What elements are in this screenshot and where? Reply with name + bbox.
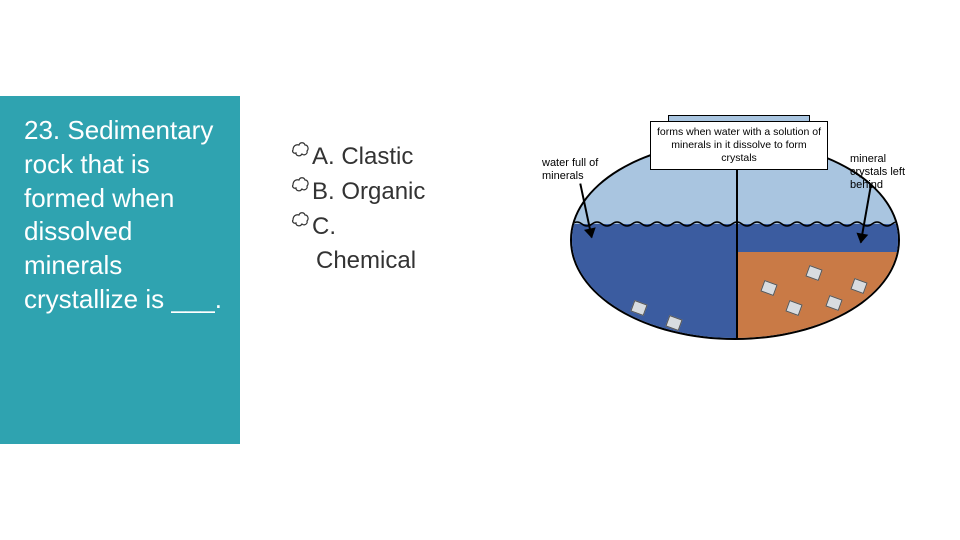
water-left [572, 224, 737, 340]
option-b-label: B. Organic [312, 175, 425, 210]
divider-line [736, 142, 738, 340]
caption-top: forms when water with a solution of mine… [650, 121, 828, 170]
question-sidebar: 23. Sedimentary rock that is formed when… [0, 96, 240, 444]
question-text: 23. Sedimentary rock that is formed when… [24, 114, 224, 317]
option-a-label: A. Clastic [312, 140, 413, 175]
option-c-label: C. [312, 210, 336, 245]
label-left: water full of minerals [542, 157, 616, 183]
diagram: forms when water with a solution of mine… [550, 125, 920, 345]
water-right [737, 224, 900, 252]
option-b: B. Organic [290, 175, 490, 210]
answer-options: A. Clastic B. Organic C. Chemical [290, 140, 490, 279]
label-right: mineral crystals left behind [850, 153, 920, 193]
option-c-cont: Chemical [290, 244, 490, 279]
bullet-icon [290, 140, 312, 158]
bullet-icon [290, 210, 312, 228]
bullet-icon [290, 175, 312, 193]
option-a: A. Clastic [290, 140, 490, 175]
option-c-cont-label: Chemical [316, 244, 416, 279]
sand-right [737, 252, 900, 340]
option-c: C. [290, 210, 490, 245]
